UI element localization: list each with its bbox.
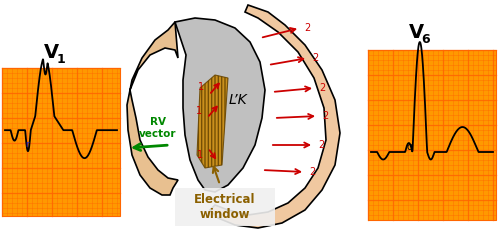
Text: 6: 6	[422, 33, 430, 46]
Text: 2: 2	[319, 83, 325, 93]
Text: V: V	[44, 43, 59, 62]
Text: 2: 2	[312, 53, 318, 63]
Polygon shape	[210, 5, 340, 228]
Text: 2: 2	[322, 111, 328, 121]
Text: 1: 1	[198, 82, 204, 93]
Text: 1: 1	[56, 53, 65, 66]
Text: Electrical
window: Electrical window	[194, 193, 256, 221]
Text: 1: 1	[197, 150, 203, 160]
Polygon shape	[197, 75, 228, 168]
Text: 2: 2	[318, 140, 324, 150]
Text: q: q	[406, 142, 412, 152]
Bar	[175, 188, 275, 226]
Bar	[2, 68, 120, 216]
Text: 2: 2	[304, 23, 310, 33]
Bar	[368, 50, 496, 220]
Polygon shape	[127, 22, 178, 195]
Text: 1: 1	[196, 106, 202, 116]
Text: L’K: L’K	[228, 93, 248, 107]
Text: RV
vector: RV vector	[139, 117, 177, 139]
Polygon shape	[175, 18, 265, 192]
Text: r: r	[25, 140, 28, 149]
Text: V: V	[409, 23, 424, 42]
Text: 2: 2	[309, 167, 316, 177]
